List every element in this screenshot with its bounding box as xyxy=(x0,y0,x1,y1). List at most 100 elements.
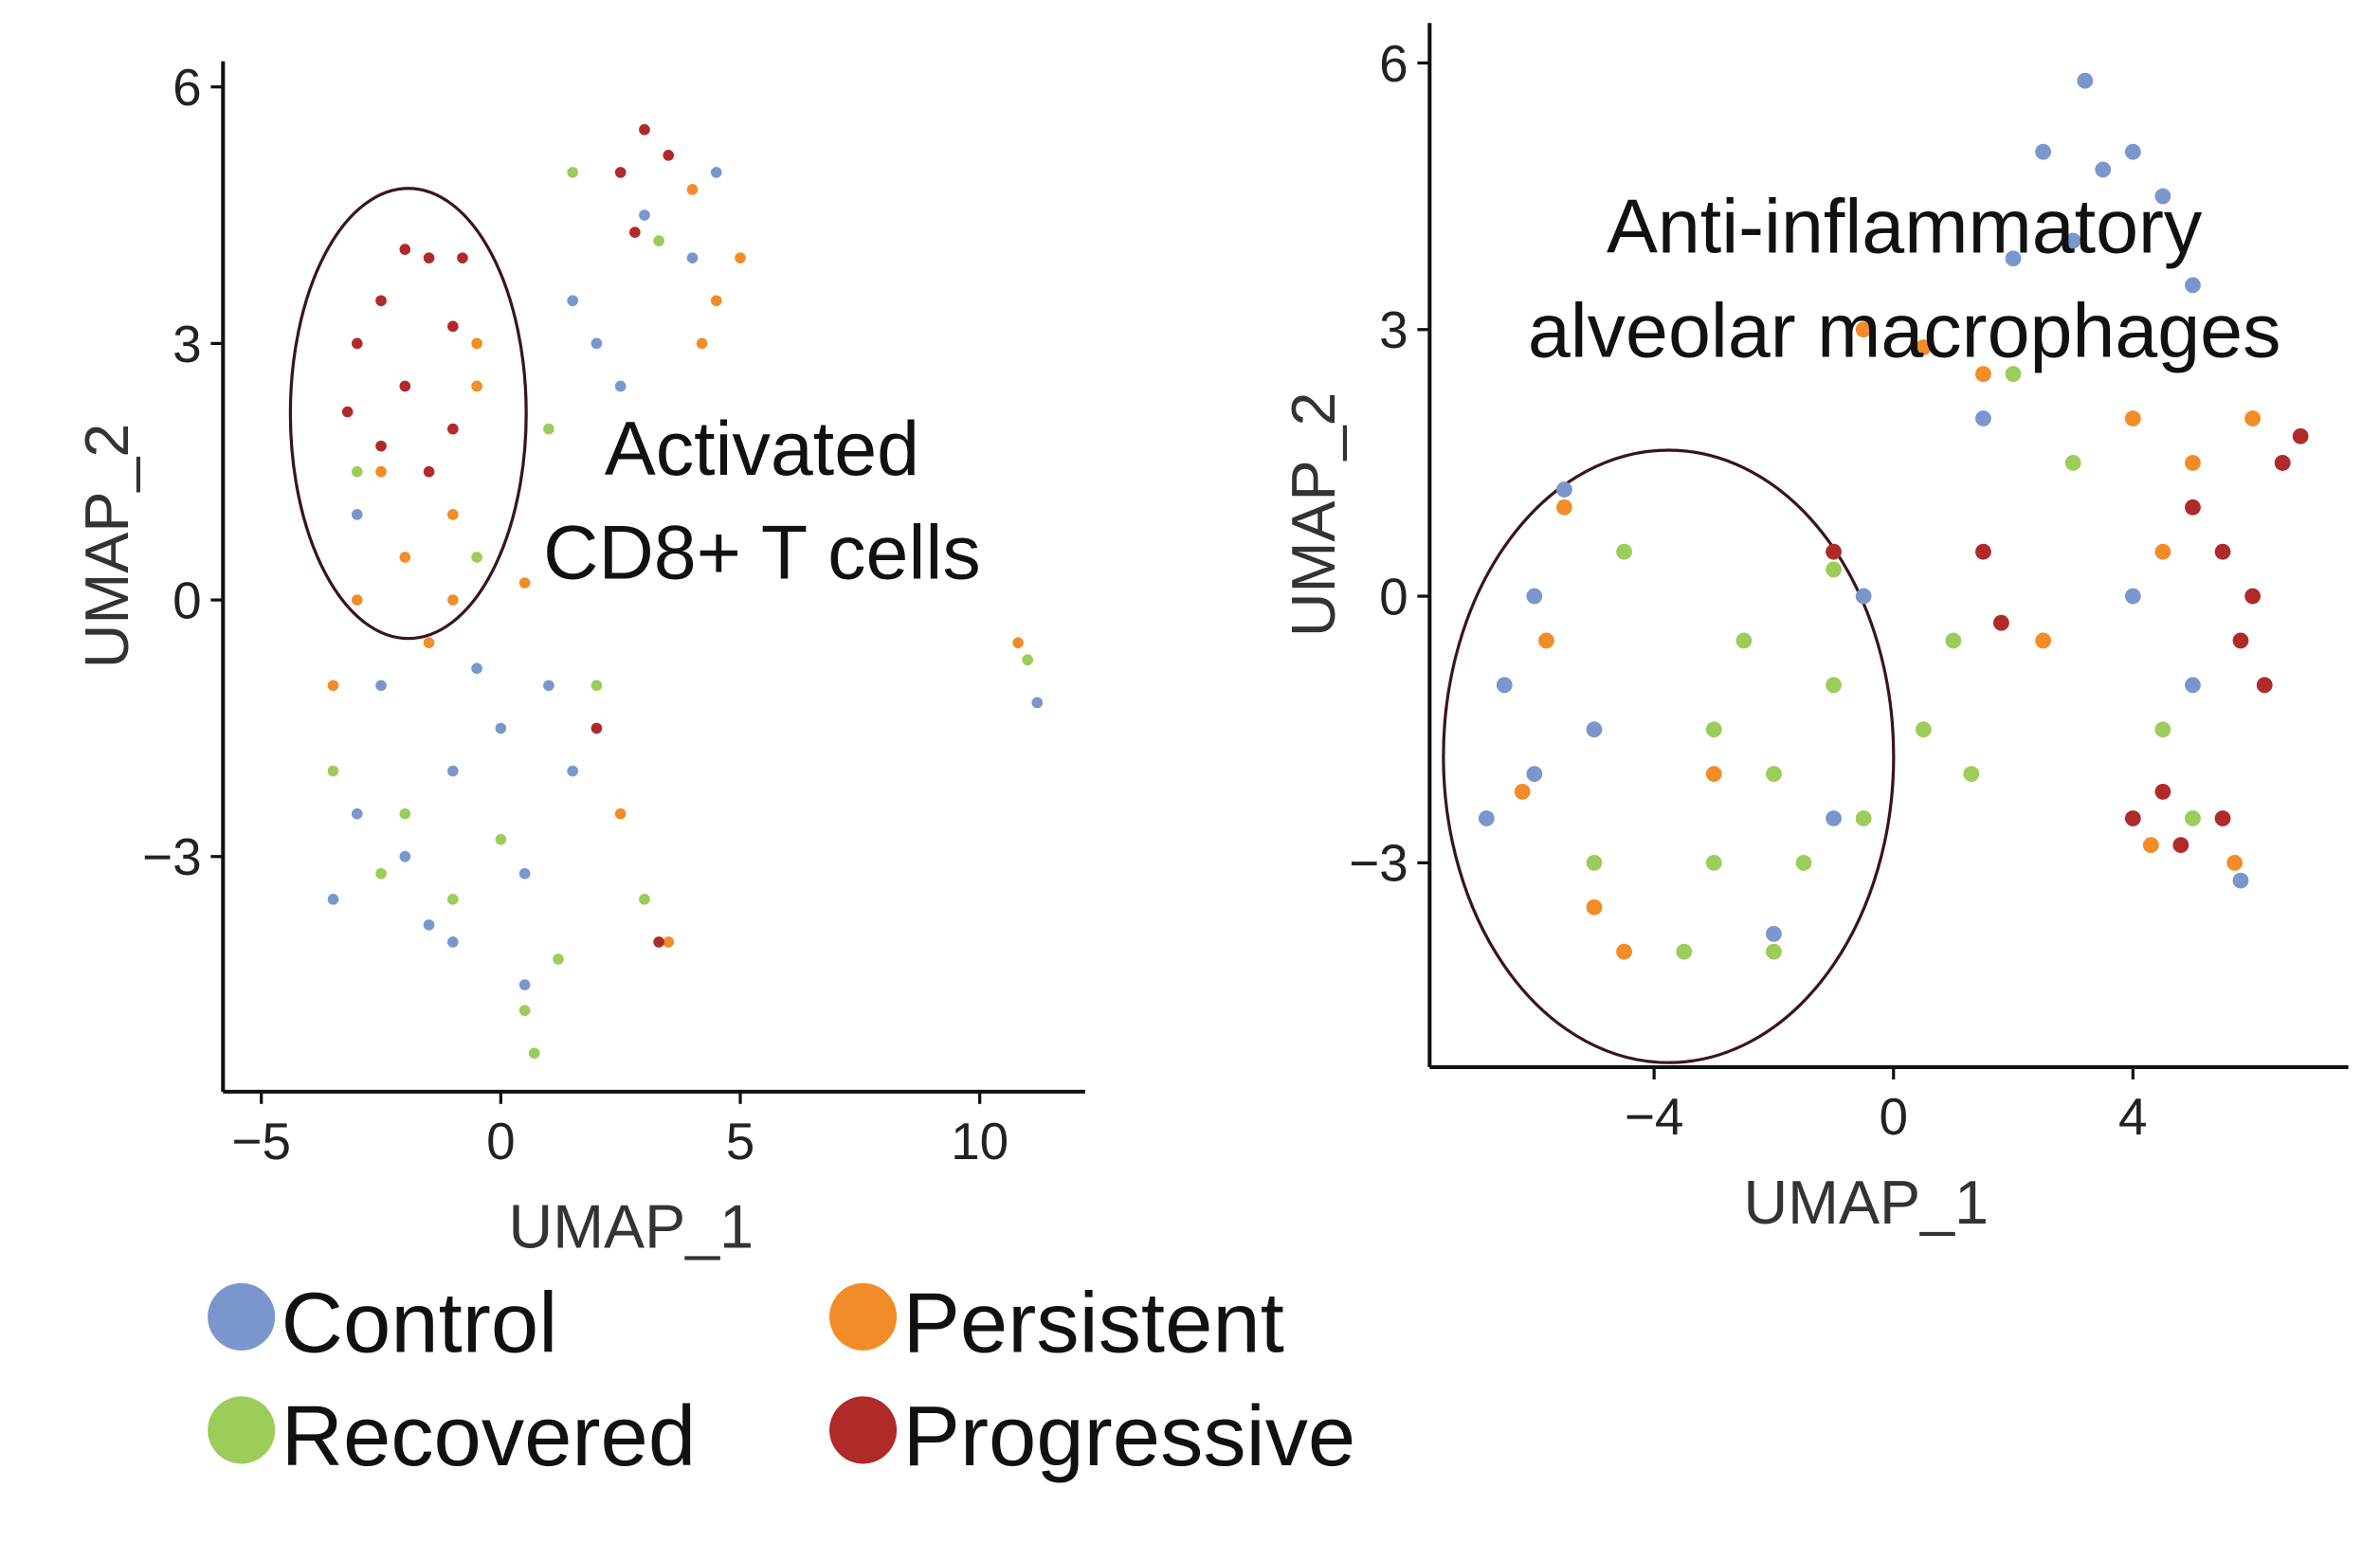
y-tick-label: 3 xyxy=(173,315,202,373)
point xyxy=(471,552,482,563)
x-tick-label: 10 xyxy=(951,1112,1008,1170)
point xyxy=(2154,783,2171,800)
point xyxy=(1766,766,1782,782)
point xyxy=(1526,766,1543,782)
point xyxy=(2244,588,2262,605)
point xyxy=(1705,721,1722,738)
point xyxy=(1766,943,1782,960)
point xyxy=(686,184,699,195)
legend-label: Progressive xyxy=(903,1388,1356,1484)
x-axis-label: UMAP_1 xyxy=(1743,1169,1989,1237)
point xyxy=(518,577,531,589)
points xyxy=(327,123,1044,1060)
point xyxy=(1915,721,1932,738)
point xyxy=(2035,632,2052,649)
point xyxy=(351,807,363,820)
x-tick-label: 0 xyxy=(1879,1087,1908,1146)
point xyxy=(639,894,650,905)
y-tick-label: 3 xyxy=(1379,300,1408,359)
point xyxy=(1514,783,1531,800)
point xyxy=(1705,766,1722,782)
point xyxy=(399,552,411,563)
point xyxy=(2035,143,2052,160)
point xyxy=(351,337,363,350)
point xyxy=(399,244,411,255)
point xyxy=(2185,677,2201,694)
point xyxy=(2244,410,2262,426)
point xyxy=(2185,810,2201,826)
point xyxy=(351,594,363,606)
point xyxy=(2064,232,2081,249)
point xyxy=(375,867,387,880)
legend-label: Persistent xyxy=(903,1276,1284,1371)
y-tick-label: −3 xyxy=(142,827,202,886)
point xyxy=(518,1005,531,1016)
point xyxy=(351,509,363,520)
point xyxy=(2292,427,2309,444)
point xyxy=(327,765,339,777)
point xyxy=(447,509,459,520)
point xyxy=(1616,943,1632,960)
point xyxy=(1616,543,1632,560)
point xyxy=(447,594,459,606)
point xyxy=(2154,543,2171,560)
point xyxy=(590,337,603,350)
point xyxy=(341,406,354,418)
point xyxy=(495,833,507,845)
point xyxy=(447,894,459,905)
point xyxy=(710,295,722,307)
point xyxy=(567,295,578,307)
point xyxy=(447,423,459,435)
highlight-ellipse xyxy=(288,187,528,641)
point xyxy=(1766,925,1782,942)
point xyxy=(2232,872,2249,889)
point xyxy=(1826,810,1842,826)
point xyxy=(471,662,482,675)
point xyxy=(2124,410,2141,426)
legend-label: Recovered xyxy=(282,1388,697,1484)
point xyxy=(447,320,459,333)
point xyxy=(2154,188,2171,205)
x-tick-label: −4 xyxy=(1625,1087,1684,1146)
point xyxy=(1586,854,1603,871)
point xyxy=(2064,454,2081,471)
point xyxy=(2124,143,2141,160)
legend-swatch xyxy=(208,1396,276,1464)
point xyxy=(1855,588,1872,605)
point xyxy=(1826,561,1842,578)
y-tick-label: 6 xyxy=(1379,34,1408,93)
point xyxy=(2005,366,2022,383)
x-tick-label: 0 xyxy=(486,1112,516,1170)
annotation: Activated xyxy=(605,407,919,492)
legend-swatch xyxy=(829,1282,898,1351)
point xyxy=(1496,677,1513,694)
point xyxy=(375,440,387,452)
point xyxy=(2095,161,2112,178)
point xyxy=(590,722,603,735)
point xyxy=(2274,454,2291,471)
point xyxy=(567,765,578,777)
point xyxy=(614,380,627,392)
point xyxy=(1676,943,1693,960)
point xyxy=(2005,250,2022,267)
y-tick-label: 6 xyxy=(173,58,202,117)
x-tick-label: 5 xyxy=(726,1112,755,1170)
point xyxy=(1795,854,1812,871)
point xyxy=(399,380,411,392)
point xyxy=(1012,637,1024,648)
point xyxy=(663,936,675,948)
point xyxy=(543,423,554,435)
point xyxy=(1975,543,1991,560)
legend-label: Control xyxy=(282,1276,558,1371)
point xyxy=(375,680,387,692)
point xyxy=(735,252,746,263)
point xyxy=(1963,766,1980,782)
y-axis-label: UMAP_2 xyxy=(1280,392,1348,638)
point xyxy=(1975,410,1991,426)
point xyxy=(2154,721,2171,738)
point xyxy=(2214,810,2231,826)
point xyxy=(1992,614,2009,631)
point xyxy=(327,680,339,692)
point xyxy=(2185,454,2201,471)
